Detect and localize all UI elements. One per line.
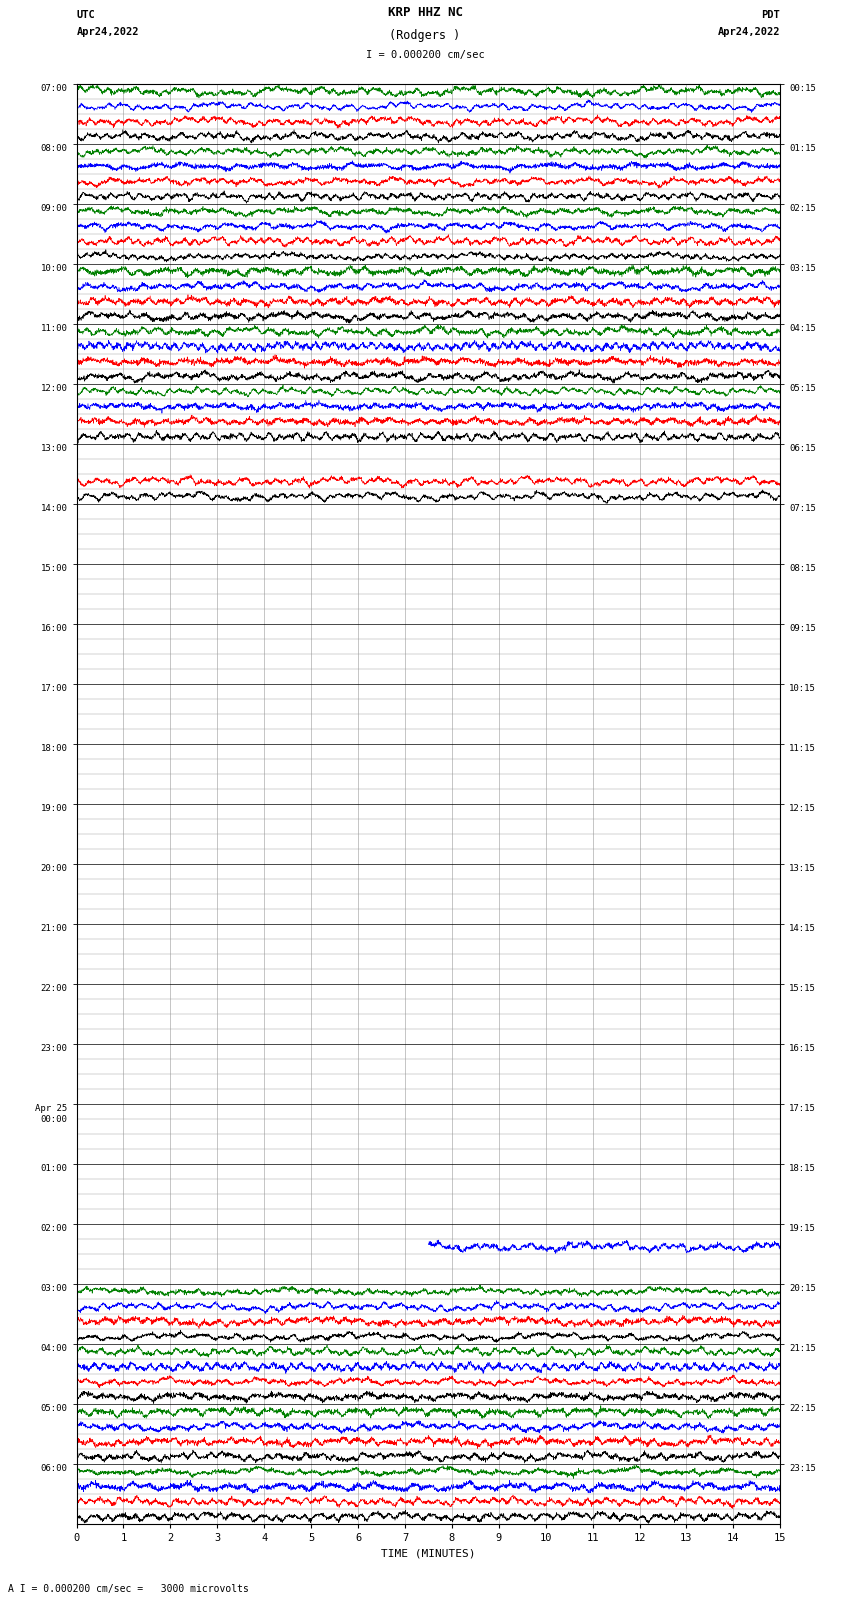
X-axis label: TIME (MINUTES): TIME (MINUTES) <box>381 1548 476 1558</box>
Text: A I = 0.000200 cm/sec =   3000 microvolts: A I = 0.000200 cm/sec = 3000 microvolts <box>8 1584 249 1594</box>
Text: (Rodgers ): (Rodgers ) <box>389 29 461 42</box>
Text: I = 0.000200 cm/sec: I = 0.000200 cm/sec <box>366 50 484 60</box>
Text: PDT: PDT <box>762 10 780 19</box>
Text: Apr24,2022: Apr24,2022 <box>717 27 780 37</box>
Text: KRP HHZ NC: KRP HHZ NC <box>388 6 462 19</box>
Text: UTC: UTC <box>76 10 95 19</box>
Text: Apr24,2022: Apr24,2022 <box>76 27 139 37</box>
